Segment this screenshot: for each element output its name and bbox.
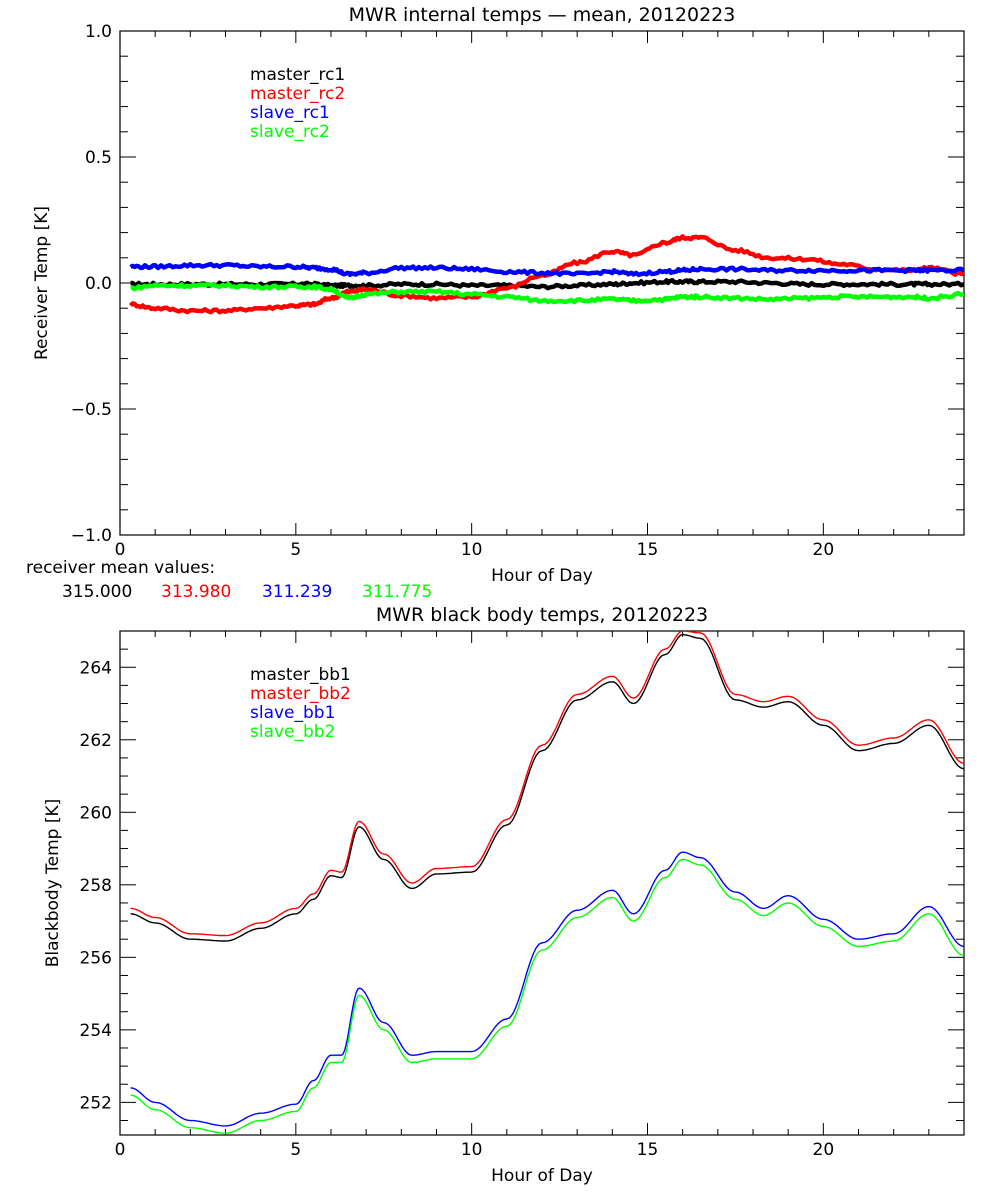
- receiver-mean-value: 315.000: [62, 582, 132, 602]
- series-line-master-rc1: [130, 278, 964, 291]
- x-tick-label: 10: [461, 540, 483, 560]
- legend-entry-master-bb1: master_bb1: [250, 665, 351, 685]
- receiver-mean-values: 315.000 313.980 311.239 311.775: [62, 582, 432, 602]
- y-tick-label: 0.5: [85, 148, 112, 168]
- chart-title: MWR black body temps, 20120223: [376, 604, 708, 626]
- series-line-master-bb1: [130, 633, 964, 942]
- receiver-mean-label: receiver mean values:: [26, 558, 215, 578]
- plot-frame: [119, 630, 965, 1136]
- series-lines: [128, 234, 964, 315]
- x-tick-label: 20: [813, 1140, 835, 1160]
- y-tick-label: 264: [80, 658, 112, 678]
- legend-entry-slave-rc2: slave_rc2: [250, 122, 330, 142]
- legend-entry-master-rc1: master_rc1: [250, 65, 345, 85]
- chart-title: MWR internal temps — mean, 20120223: [349, 4, 736, 26]
- y-tick-label: 256: [80, 948, 112, 968]
- x-tick-label: 15: [637, 1140, 659, 1160]
- y-tick-label: 1.0: [85, 22, 112, 42]
- y-tick-label: 252: [80, 1093, 112, 1113]
- y-axis: −1.0 −0.5 0.0 0.5 1.0: [71, 22, 964, 546]
- receiver-mean-value: 311.775: [362, 582, 432, 602]
- x-axis-label: Hour of Day: [491, 566, 593, 586]
- receiver-mean-value: 311.239: [262, 582, 332, 602]
- legend-entry-master-bb2: master_bb2: [250, 684, 351, 704]
- x-axis-label: Hour of Day: [491, 1166, 593, 1186]
- y-axis-label: Receiver Temp [K]: [32, 206, 52, 360]
- blackbody-temp-chart: MWR black body temps, 20120223 0 5 10 15 20 …: [43, 604, 965, 1186]
- series-line-master-bb2: [130, 631, 964, 937]
- receiver-mean-value: 313.980: [161, 582, 231, 602]
- x-tick-label: 5: [290, 540, 301, 560]
- legend-entry-master-rc2: master_rc2: [250, 84, 345, 104]
- x-tick-label: 0: [115, 540, 126, 560]
- y-tick-label: −1.0: [71, 526, 112, 546]
- series-line-slave-rc1: [129, 261, 964, 278]
- y-tick-label: 260: [80, 803, 112, 823]
- series-line-slave-rc2: [130, 281, 964, 305]
- y-tick-label: 0.0: [85, 274, 112, 294]
- x-tick-label: 5: [290, 1140, 301, 1160]
- x-tick-label: 15: [637, 540, 659, 560]
- x-tick-label: 0: [115, 1140, 126, 1160]
- series-line-slave-bb1: [130, 851, 964, 1127]
- y-tick-label: −0.5: [71, 400, 112, 420]
- y-tick-label: 258: [80, 876, 112, 896]
- x-axis: 0 5 10 15 20: [115, 631, 965, 1160]
- y-tick-label: 262: [80, 731, 112, 751]
- y-axis-label: Blackbody Temp [K]: [43, 799, 63, 968]
- x-axis: 0 5 10 15 20: [115, 31, 965, 560]
- x-tick-label: 10: [461, 1140, 483, 1160]
- y-tick-label: 254: [80, 1021, 112, 1041]
- legend-entry-slave-bb1: slave_bb1: [250, 703, 335, 723]
- series-lines: [130, 631, 964, 1134]
- x-tick-label: 20: [813, 540, 835, 560]
- legend-entry-slave-bb2: slave_bb2: [250, 722, 335, 742]
- series-line-slave-bb2: [130, 858, 964, 1134]
- legend-entry-slave-rc1: slave_rc1: [250, 103, 330, 123]
- receiver-temp-chart: MWR internal temps — mean, 20120223 0 5 10…: [26, 4, 965, 602]
- y-axis: 252 254 256 258 260 262 264: [80, 630, 964, 1121]
